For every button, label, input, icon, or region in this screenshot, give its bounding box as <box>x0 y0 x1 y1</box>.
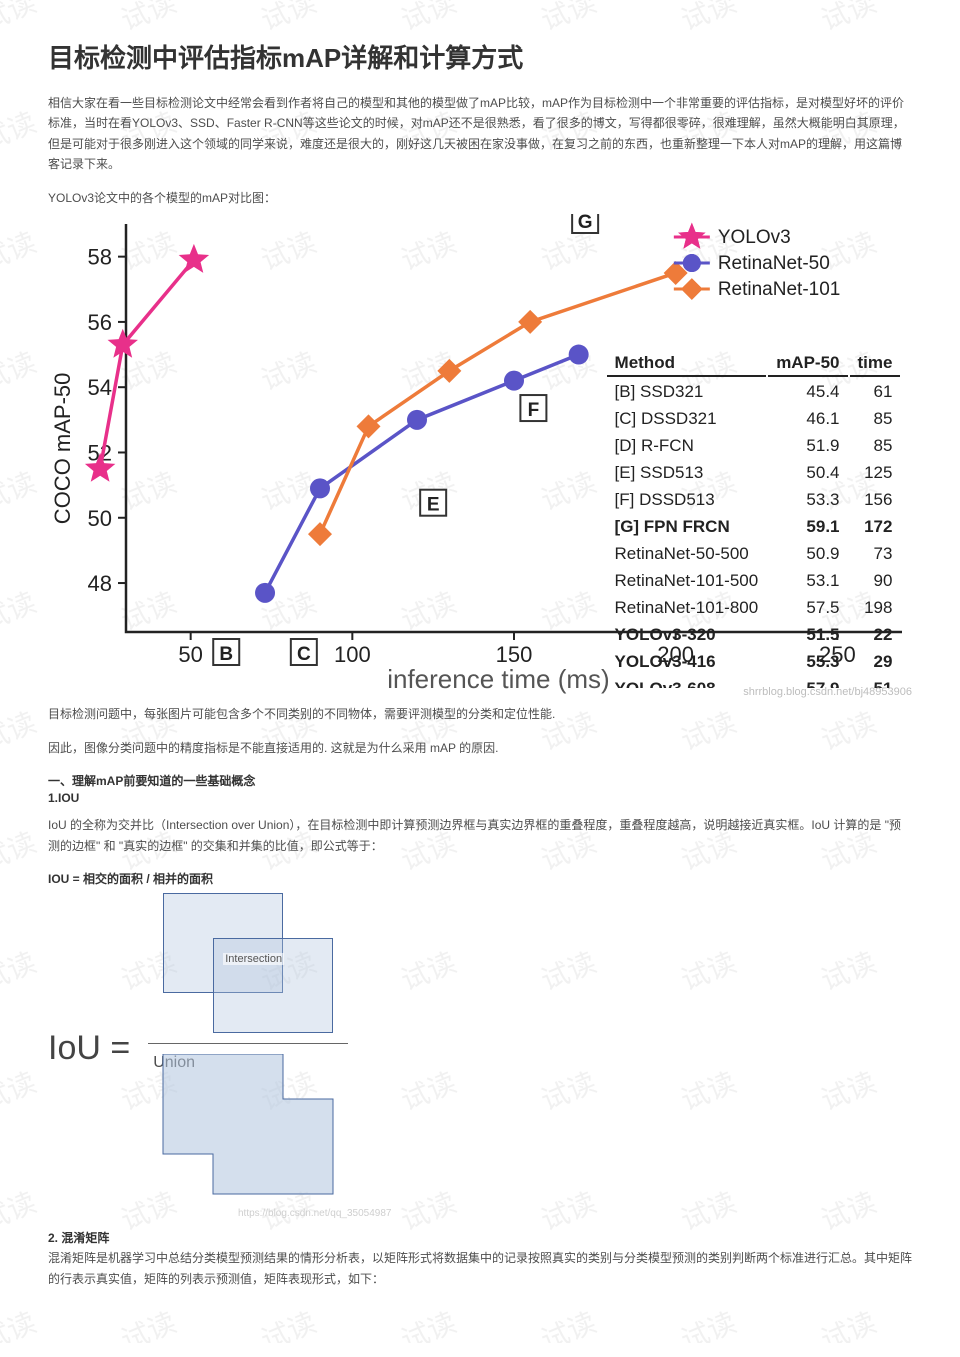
svg-text:G: G <box>578 214 593 233</box>
intro-paragraph: 相信大家在看一些目标检测论文中经常会看到作者将自己的模型和其他的模型做了mAP比… <box>48 93 912 175</box>
iou-formula-text: IOU = 相交的面积 / 相并的面积 <box>48 870 912 887</box>
svg-text:58: 58 <box>88 244 112 269</box>
svg-text:F: F <box>528 400 540 421</box>
iou-description: IoU 的全称为交并比（Intersection over Union），在目标… <box>48 815 912 856</box>
svg-text:48: 48 <box>88 571 112 596</box>
svg-text:E: E <box>427 494 440 515</box>
svg-text:C: C <box>297 644 311 665</box>
section-1-title: 一、理解mAP前要知道的一些基础概念 <box>48 772 912 789</box>
section-2-body: 混淆矩阵是机器学习中总结分类模型预测结果的情形分析表，以矩阵形式将数据集中的记录… <box>48 1248 912 1289</box>
svg-text:COCO mAP-50: COCO mAP-50 <box>50 372 75 524</box>
method-table: MethodmAP-50time[B] SSD32145.461[C] DSSD… <box>605 348 903 688</box>
svg-text:RetinaNet-101: RetinaNet-101 <box>718 279 841 300</box>
intersection-label: Intersection <box>223 953 284 965</box>
svg-text:50: 50 <box>178 642 202 667</box>
svg-text:50: 50 <box>88 505 112 530</box>
svg-text:54: 54 <box>88 375 112 400</box>
iou-diagram: IoU = Intersection Union <box>48 893 912 1204</box>
figure-caption: YOLOv3论文中的各个模型的mAP对比图： <box>48 189 912 206</box>
page-title: 目标检测中评估指标mAP详解和计算方式 <box>48 38 912 75</box>
svg-text:RetinaNet-50: RetinaNet-50 <box>718 253 830 274</box>
map-comparison-chart: 48505254565850100150200250COCO mAP-50inf… <box>48 214 912 694</box>
iou-equals-label: IoU = <box>48 1029 130 1068</box>
svg-text:inference time (ms): inference time (ms) <box>387 664 610 694</box>
section-2-title: 2. 混淆矩阵 <box>48 1229 912 1246</box>
svg-text:100: 100 <box>334 642 371 667</box>
iou-source-url: https://blog.csdn.net/qq_35054987 <box>238 1208 912 1219</box>
paragraph-after-chart-2: 因此，图像分类问题中的精度指标是不能直接适用的. 这就是为什么采用 mAP 的原… <box>48 738 912 758</box>
union-diagram: Union <box>153 1054 343 1204</box>
svg-text:YOLOv3: YOLOv3 <box>718 227 791 248</box>
section-1-sub: 1.IOU <box>48 791 912 805</box>
intersection-diagram: Intersection <box>153 893 343 1033</box>
paragraph-after-chart-1: 目标检测问题中，每张图片可能包含多个不同类别的不同物体，需要评测模型的分类和定位… <box>48 704 912 724</box>
svg-text:B: B <box>219 644 233 665</box>
svg-text:56: 56 <box>88 309 112 334</box>
